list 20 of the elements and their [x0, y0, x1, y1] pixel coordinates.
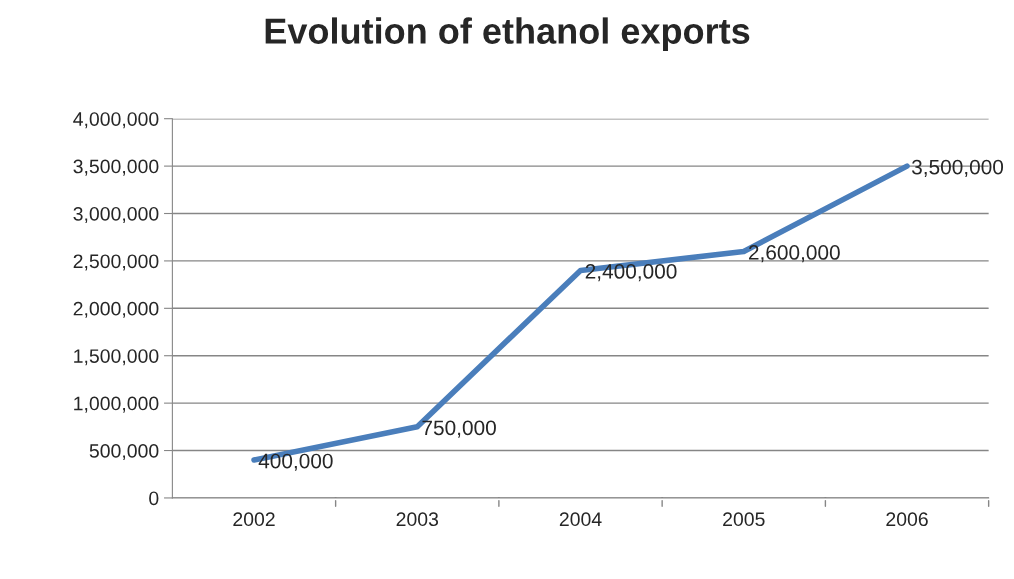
data-label: 2,400,000	[585, 264, 677, 282]
x-tick-label: 2002	[233, 512, 275, 527]
x-tick-label: 2003	[396, 512, 439, 527]
data-label: 400,000	[258, 453, 333, 471]
y-tick-label: 500,000	[89, 444, 159, 461]
y-tick-label: 4,000,000	[73, 112, 159, 129]
y-tick-label: 1,500,000	[74, 349, 159, 366]
y-tick-label: 2,000,000	[73, 301, 159, 318]
chart-title: Evolution of ethanol exports	[265, 17, 750, 52]
x-tick-label: 2006	[886, 512, 928, 527]
y-tick-label: 1,000,000	[74, 396, 159, 413]
data-label: 750,000	[422, 420, 496, 438]
data-label: 2,600,000	[748, 245, 840, 263]
y-tick-label: 3,000,000	[73, 206, 159, 224]
data-label: 3,500,000	[911, 159, 1004, 177]
y-tick-label: 2,500,000	[73, 254, 159, 271]
x-tick-label: 2005	[723, 512, 765, 527]
y-tick-label: 0	[149, 491, 159, 506]
x-tick-label: 2004	[559, 512, 602, 527]
y-tick-label: 3,500,000	[73, 159, 159, 176]
